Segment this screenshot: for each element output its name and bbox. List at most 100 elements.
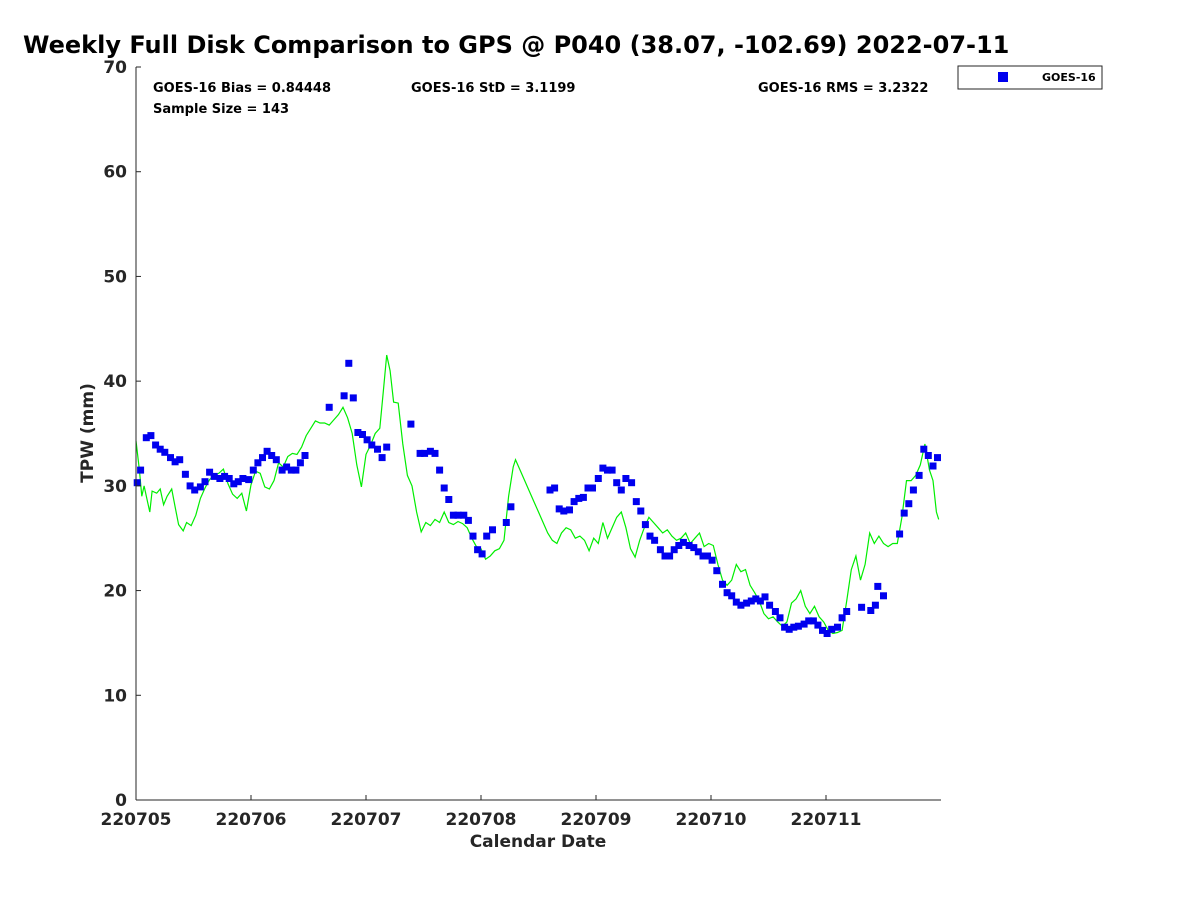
goes-16-point (646, 532, 654, 540)
goes-16-point (584, 484, 592, 492)
goes-16-point (210, 472, 218, 480)
goes-16-point (483, 532, 491, 540)
stats-annotations: GOES-16 Bias = 0.84448 GOES-16 StD = 3.1… (153, 81, 928, 117)
goes-16-point (805, 617, 813, 625)
goes-16-point (216, 475, 224, 482)
goes-16-point (685, 542, 693, 549)
goes-16-point (161, 448, 169, 456)
goes-16-point (436, 466, 444, 474)
rms-annotation: GOES-16 RMS = 3.2322 (758, 81, 928, 96)
y-axis-label: TPW (mm) (78, 383, 98, 483)
goes-16-point (732, 598, 740, 606)
goes-16-point (737, 601, 745, 609)
goes-16-point (713, 567, 721, 575)
goes-16-point (781, 623, 789, 631)
x-axis-label: Calendar Date (470, 832, 607, 852)
y-tick-label: 60 (103, 163, 127, 183)
goes-16-point (570, 498, 578, 506)
goes-16-point (679, 538, 687, 546)
goes-16-point (454, 511, 462, 519)
chart-title: Weekly Full Disk Comparison to GPS @ P04… (23, 31, 1009, 59)
goes-16-point (823, 630, 831, 637)
goes-16-point (924, 452, 932, 459)
goes-16-point (589, 484, 596, 492)
goes-16-point (814, 621, 822, 629)
goes-16-point (794, 622, 802, 630)
goes-16-point (704, 552, 711, 560)
y-tick-label: 40 (103, 372, 127, 392)
goes-16-point (809, 617, 817, 625)
goes-16-point (771, 608, 779, 615)
goes-16-point (761, 593, 769, 601)
y-tick-label: 0 (115, 791, 127, 811)
goes-16-point (268, 452, 276, 459)
goes-16-point (221, 472, 229, 480)
goes-16-point (283, 463, 291, 471)
std-annotation: GOES-16 StD = 3.1199 (411, 81, 575, 96)
goes-16-point (507, 503, 515, 511)
goes-16-point (464, 516, 472, 524)
goes-16-point (934, 454, 941, 462)
goes-16-point (363, 436, 371, 444)
goes-16-point (416, 449, 424, 457)
goes-16-point (871, 601, 879, 609)
goes-16-point (834, 623, 841, 631)
goes-16-point (378, 454, 386, 462)
goes-16-point (349, 394, 357, 402)
goes-16-point (867, 607, 875, 614)
goes-16-point (421, 449, 429, 457)
goes-16-point (460, 511, 468, 519)
x-axis-ticks: 220705 220706 220707 220708 220709 220710 2207… (101, 795, 861, 830)
y-tick-label: 50 (103, 267, 127, 287)
goes-16-point (137, 466, 145, 474)
goes-16-point (594, 475, 602, 482)
goes-16-point (604, 466, 611, 474)
goes-16-point (622, 475, 630, 482)
goes-16-point (920, 445, 928, 453)
goes-16-series (133, 359, 941, 637)
goes-16-point (880, 592, 887, 600)
goes-16-point (819, 626, 826, 634)
goes-16-point (374, 445, 381, 453)
goes-16-point (292, 466, 300, 474)
y-tick-label: 20 (103, 582, 127, 602)
goes-16-point (690, 544, 698, 552)
goes-16-point (359, 431, 366, 438)
goes-16-point (785, 625, 793, 633)
y-tick-label: 10 (103, 686, 127, 706)
legend-box (957, 65, 1103, 90)
goes-16-point (263, 447, 271, 455)
bias-annotation: GOES-16 Bias = 0.84448 (153, 81, 331, 96)
goes-16-point (133, 479, 141, 487)
goes-16-point (766, 601, 774, 609)
goes-16-point (708, 556, 716, 564)
goes-16-point (641, 521, 649, 529)
goes-16-point (196, 483, 204, 491)
goes-16-point (828, 625, 836, 633)
goes-16-point (843, 608, 851, 615)
goes-16-point (874, 582, 882, 590)
plot-background (136, 67, 941, 800)
goes-16-point (915, 471, 923, 479)
goes-16-point (637, 507, 645, 515)
x-tick-label: 220709 (561, 810, 632, 830)
goes-16-point (666, 552, 674, 560)
goes-16-point (651, 536, 659, 544)
x-tick-label: 220706 (216, 810, 287, 830)
goes-16-point (743, 599, 751, 607)
goes-16-point (728, 592, 736, 600)
goes-16-point (142, 434, 150, 442)
goes-16-point (234, 478, 242, 486)
goes-16-point (176, 456, 184, 464)
goes-16-point (478, 550, 486, 558)
goes-16-point (152, 441, 160, 449)
goes-16-point (474, 546, 482, 554)
goes-16-point (147, 432, 155, 440)
goes-16-point (699, 552, 707, 560)
goes-16-point (661, 552, 669, 560)
goes-16-point (555, 505, 563, 513)
goes-16-point (747, 597, 755, 605)
goes-16-point (249, 466, 257, 474)
goes-16-point (909, 486, 917, 494)
